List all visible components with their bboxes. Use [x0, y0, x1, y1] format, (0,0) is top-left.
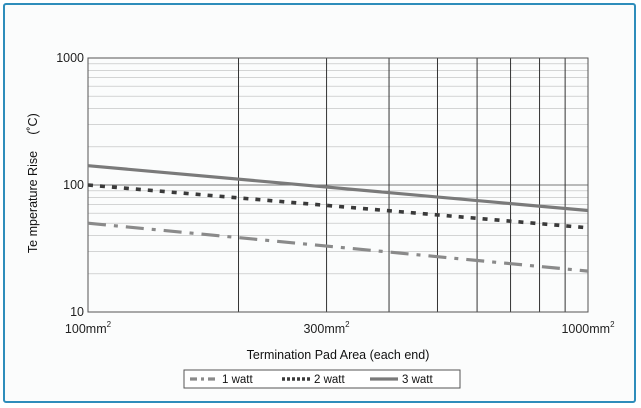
y-axis-ticks: 10 100 1000: [56, 51, 84, 319]
x-tick-label: 1000mm2: [561, 320, 615, 336]
x-tick-label: 300mm2: [303, 320, 350, 336]
y-axis-label: Te mperature Rise (˚C): [26, 113, 40, 253]
y-tick-label: 10: [70, 305, 84, 319]
series-line-2-watt: [87, 183, 589, 230]
y-tick-label: 1000: [56, 51, 84, 65]
y-tick-label: 100: [63, 178, 84, 192]
y-axis-label-text: Te mperature Rise: [26, 151, 40, 253]
legend-box: [183, 369, 461, 389]
series-line-1-watt: [87, 221, 589, 273]
x-axis-label: Termination Pad Area (each end): [247, 348, 430, 362]
vertical-gridlines: [238, 58, 566, 312]
series-layer: [87, 164, 589, 273]
x-axis-ticks: 100mm2 300mm2 1000mm2: [65, 320, 615, 336]
legend-label: 3 watt: [402, 374, 433, 386]
legend-label: 2 watt: [314, 374, 345, 386]
series-line-3-watt: [87, 164, 589, 213]
chart-frame: [3, 3, 636, 403]
y-axis-label-unit: (˚C): [26, 113, 40, 135]
x-tick-label: 100mm2: [65, 320, 112, 336]
minor-horizontal-gridlines: [88, 63, 588, 275]
legend: 1 watt 2 watt 3 watt: [183, 369, 461, 389]
legend-label: 1 watt: [222, 374, 253, 386]
